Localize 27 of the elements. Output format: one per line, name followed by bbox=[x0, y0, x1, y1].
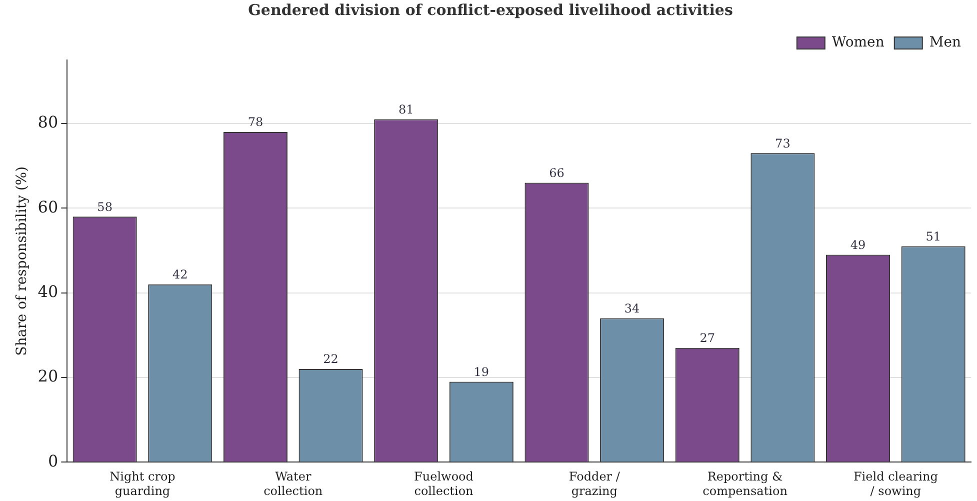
y-tick-label: 80 bbox=[38, 112, 58, 132]
data-label: 78 bbox=[248, 115, 264, 130]
x-tick-label: Water collection bbox=[264, 470, 323, 498]
x-tick-label: Reporting & compensation bbox=[702, 470, 788, 498]
chart-title: Gendered division of conflict-exposed livelihood activities bbox=[248, 0, 733, 19]
data-label: 49 bbox=[850, 238, 866, 252]
y-tick-label: 60 bbox=[38, 197, 58, 216]
legend-label: Men bbox=[929, 34, 962, 51]
data-label: 66 bbox=[549, 166, 564, 180]
x-tick-label: Field clearing / sowing bbox=[853, 470, 938, 498]
data-label: 34 bbox=[624, 301, 640, 316]
data-label: 27 bbox=[700, 331, 716, 346]
y-tick-label: 20 bbox=[38, 366, 58, 386]
x-tick-label: Fuelwood collection bbox=[414, 470, 474, 498]
x-tick-label: Fodder / grazing bbox=[568, 470, 621, 498]
data-label: 73 bbox=[775, 136, 790, 150]
data-label: 51 bbox=[926, 229, 941, 244]
data-label: 81 bbox=[398, 102, 414, 116]
y-tick-label: 40 bbox=[38, 282, 58, 302]
y-axis-title: Share of responsibility (%) bbox=[14, 166, 30, 356]
data-label: 22 bbox=[323, 352, 338, 366]
data-label: 58 bbox=[97, 200, 112, 214]
legend-label: Women bbox=[832, 34, 884, 51]
x-tick-label: Night crop guarding bbox=[110, 470, 176, 498]
data-label: 42 bbox=[172, 268, 188, 282]
data-label: 19 bbox=[474, 364, 490, 379]
y-tick-label: 0 bbox=[48, 451, 58, 470]
